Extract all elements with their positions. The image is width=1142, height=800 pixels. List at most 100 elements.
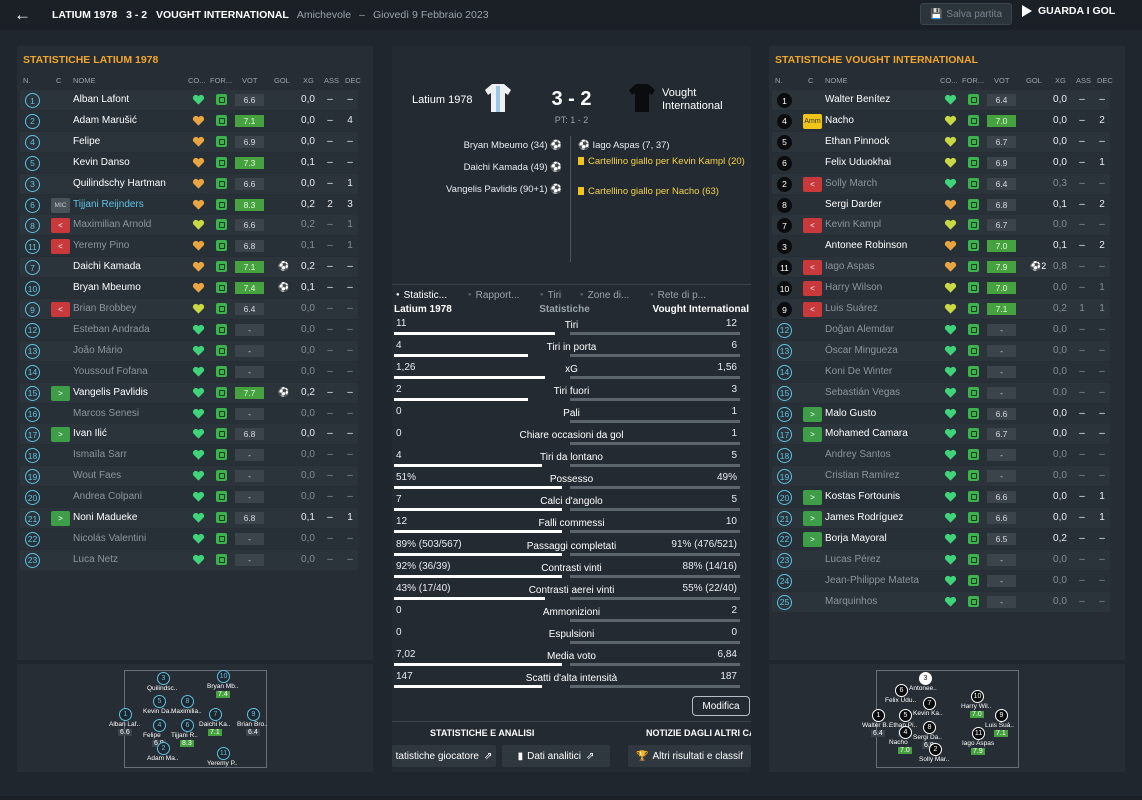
player-row[interactable]: 23 Luca Netz -0,0– – (20, 549, 358, 570)
player-row[interactable]: 21 > James Rodríguez 6.6 0,0 – 1 (772, 508, 1110, 528)
player-name[interactable]: Nicolás Valentini (73, 532, 147, 544)
player-name[interactable]: Nacho (825, 114, 854, 126)
modify-button[interactable]: Modifica (692, 696, 750, 716)
player-name[interactable]: Kevin Danso (73, 156, 130, 168)
player-row[interactable]: 22 > Borja Mayoral 6.5 0,2– – (772, 528, 1110, 549)
player-row[interactable]: 16 Marcos Senesi -0,0– – (20, 403, 358, 424)
home-goal-event[interactable]: Vangelis Pavlidis (90+1) ⚽ (446, 184, 562, 195)
player-name[interactable]: Bryan Mbeumo (73, 282, 141, 294)
player-row[interactable]: 2 < Solly March 6.4 0,3– – (772, 173, 1110, 194)
player-name[interactable]: Wout Faes (73, 470, 122, 482)
player-row[interactable]: 20 Andrea Colpani -0,0– – (20, 487, 358, 508)
formation-player-marker[interactable]: 6 (181, 719, 194, 732)
player-row[interactable]: 7 < Kevin Kampl 6.7 0,0– – (772, 215, 1110, 236)
player-row[interactable]: 19 Cristian Ramírez -0,0– – (772, 466, 1110, 487)
player-row[interactable]: 4 Felipe 6.9 0,0– – (20, 131, 358, 152)
player-name[interactable]: Harry Wilson (825, 282, 883, 294)
player-name[interactable]: Esteban Andrada (73, 323, 150, 335)
player-name[interactable]: Marcos Senesi (73, 407, 140, 419)
tab-zones[interactable]: Zone di... (580, 290, 640, 301)
player-name[interactable]: Alban Lafont (73, 94, 130, 105)
analytics-button[interactable]: ▮ Dati analitici ⇗ (502, 745, 610, 767)
col-c[interactable]: C (808, 76, 814, 85)
player-row[interactable]: 21 > Noni Madueke 6.8 0,1 – 1 (20, 508, 358, 528)
player-name[interactable]: Doğan Alemdar (825, 323, 894, 335)
formation-player-marker[interactable]: 5 (899, 709, 912, 722)
player-row[interactable]: 10 < Harry Wilson 7.0 0,0– 1 (772, 278, 1110, 299)
away-goal-event[interactable]: ⚽ Iago Aspas (7, 37) (578, 140, 670, 151)
formation-player-marker[interactable]: 2 (157, 742, 170, 755)
player-row[interactable]: 22 Nicolás Valentini -0,0– – (20, 528, 358, 549)
player-name[interactable]: Quilindschy Hartman (73, 177, 166, 189)
player-row[interactable]: 6 Felix Uduokhai 6.9 0,0– 1 (772, 152, 1110, 173)
player-row[interactable]: 13 João Mário -0,0– – (20, 340, 358, 361)
player-row[interactable]: 15 Sebastián Vegas -0,0– – (772, 382, 1110, 403)
player-row[interactable]: 1 Alban Lafont 6.6 0,0 – – (20, 90, 358, 110)
col-c[interactable]: C (56, 76, 62, 85)
player-row[interactable]: 25 Marquinhos -0,0– – (772, 591, 1110, 612)
tab-statistics[interactable]: Statistic... (396, 290, 464, 301)
player-name[interactable]: Brian Brobbey (73, 303, 137, 314)
player-row[interactable]: 8 < Maximilian Arnold 6.6 0,2– 1 (20, 215, 358, 236)
formation-player-marker[interactable]: 7 (923, 697, 936, 710)
player-row[interactable]: 9 < Luis Suárez 7.1 0,2 1 1 (772, 299, 1110, 319)
formation-player-marker[interactable]: 4 (899, 726, 912, 739)
player-row[interactable]: 19 Wout Faes -0,0– – (20, 466, 358, 487)
player-name[interactable]: Felix Uduokhai (825, 156, 892, 168)
formation-player-marker[interactable]: 9 (995, 709, 1008, 722)
player-name[interactable]: Luis Suárez (825, 303, 878, 314)
formation-player-marker[interactable]: 2 (929, 743, 942, 756)
player-name[interactable]: Vangelis Pavlidis (73, 386, 148, 398)
player-row[interactable]: 3 Quilindschy Hartman 6.6 0,0– 1 (20, 173, 358, 194)
player-stats-button[interactable]: tatistiche giocatore ⇗ (392, 745, 496, 767)
other-results-button[interactable]: 🏆 Altri risultati e classif (628, 745, 751, 767)
player-name[interactable]: Lucas Pérez (825, 553, 881, 565)
formation-player-marker[interactable]: 1 (119, 708, 132, 721)
player-name[interactable]: Kevin Kampl (825, 219, 882, 231)
col-name[interactable]: NOME (73, 76, 96, 85)
player-row[interactable]: 12 Esteban Andrada -0,0– – (20, 319, 358, 340)
player-name[interactable]: João Mário (73, 344, 123, 356)
player-row[interactable]: 16 > Malo Gusto 6.6 0,0– – (772, 403, 1110, 424)
col-condition[interactable]: CO... (940, 76, 958, 85)
col-rating[interactable]: VOT (994, 76, 1010, 85)
player-row[interactable]: 17 > Mohamed Camara 6.7 0,0– – (772, 424, 1110, 445)
player-name[interactable]: Ismaïla Sarr (73, 449, 127, 461)
back-arrow-icon[interactable]: ← (14, 5, 31, 24)
player-name[interactable]: Jean-Philippe Mateta (825, 574, 919, 586)
player-row[interactable]: 11 < Yeremy Pino 6.8 0,1– 1 (20, 236, 358, 257)
player-name[interactable]: Kostas Fortounis (825, 491, 901, 503)
col-n[interactable]: N. (775, 76, 783, 85)
player-row[interactable]: 1 Walter Benítez 6.4 0,0 – – (772, 90, 1110, 110)
formation-player-marker[interactable]: 11 (217, 747, 230, 760)
player-name[interactable]: Borja Mayoral (825, 532, 887, 544)
formation-player-marker[interactable]: 4 (153, 719, 166, 732)
player-name[interactable]: Ethan Pinnock (825, 135, 890, 147)
player-name[interactable]: Iago Aspas (825, 261, 875, 273)
formation-player-marker[interactable]: 3 (157, 672, 170, 685)
col-dec[interactable]: DEC (345, 76, 361, 85)
col-assists[interactable]: ASS (324, 76, 340, 85)
player-name[interactable]: James Rodríguez (825, 512, 904, 523)
player-row[interactable]: 18 Ismaïla Sarr -0,0– – (20, 445, 358, 466)
formation-player-marker[interactable]: 8 (923, 721, 936, 734)
formation-player-marker[interactable]: 1 (872, 709, 885, 722)
formation-player-marker[interactable]: 7 (209, 708, 222, 721)
player-name[interactable]: Óscar Mingueza (825, 344, 898, 356)
formation-player-marker[interactable]: 6 (895, 684, 908, 697)
player-name[interactable]: Cristian Ramírez (825, 470, 900, 482)
player-name[interactable]: Tijjani Reijnders (73, 198, 144, 210)
player-row[interactable]: 5 Ethan Pinnock 6.7 0,0– – (772, 131, 1110, 152)
col-goals[interactable]: GOL (274, 76, 290, 85)
col-condition[interactable]: CO... (188, 76, 206, 85)
player-name[interactable]: Walter Benítez (825, 94, 891, 105)
player-row[interactable]: 17 > Ivan Ilić 6.8 0,0– – (20, 424, 358, 445)
player-name[interactable]: Ivan Ilić (73, 428, 107, 440)
player-name[interactable]: Andrey Santos (825, 449, 891, 461)
col-form[interactable]: FOR... (210, 76, 233, 85)
tab-shots[interactable]: Tiri (540, 290, 580, 301)
tab-pass-network[interactable]: Rete di p... (650, 290, 720, 301)
player-row[interactable]: 23 Lucas Pérez -0,0– – (772, 549, 1110, 570)
player-row[interactable]: 9 < Brian Brobbey 6.4 0,0 – – (20, 299, 358, 319)
player-row[interactable]: 20 > Kostas Fortounis 6.6 0,0– 1 (772, 487, 1110, 508)
